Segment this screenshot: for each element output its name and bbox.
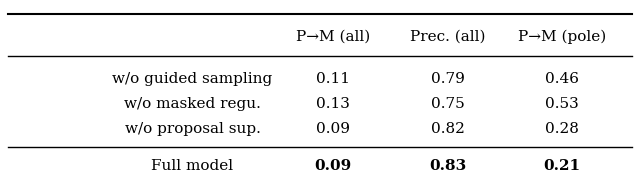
Text: 0.46: 0.46 [545,72,579,86]
Text: 0.82: 0.82 [431,122,465,136]
Text: 0.09: 0.09 [316,122,349,136]
Text: 0.11: 0.11 [316,72,349,86]
Text: 0.28: 0.28 [545,122,579,136]
Text: 0.83: 0.83 [429,159,466,173]
Text: P→M (all): P→M (all) [296,30,370,44]
Text: 0.53: 0.53 [545,97,579,111]
Text: Prec. (all): Prec. (all) [410,30,485,44]
Text: 0.13: 0.13 [316,97,349,111]
Text: 0.79: 0.79 [431,72,465,86]
Text: P→M (pole): P→M (pole) [518,30,606,44]
Text: 0.75: 0.75 [431,97,464,111]
Text: w/o guided sampling: w/o guided sampling [113,72,273,86]
Text: Full model: Full model [152,159,234,173]
Text: 0.21: 0.21 [543,159,580,173]
Text: 0.09: 0.09 [314,159,351,173]
Text: w/o proposal sup.: w/o proposal sup. [125,122,260,136]
Text: w/o masked regu.: w/o masked regu. [124,97,261,111]
